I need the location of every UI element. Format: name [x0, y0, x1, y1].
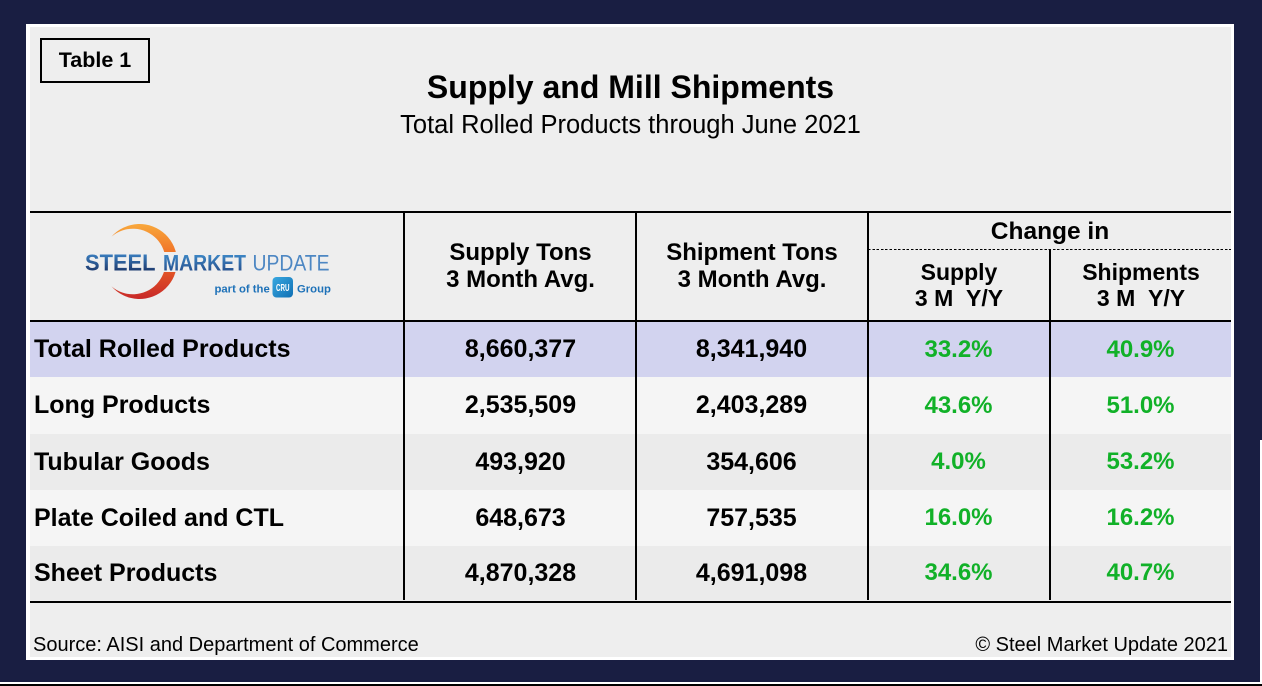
svg-text:CRU: CRU [276, 282, 290, 294]
svg-text:UPDATE: UPDATE [253, 251, 330, 276]
svg-text:part of the: part of the [215, 283, 270, 295]
svg-text:STEEL: STEEL [85, 250, 156, 276]
svg-text:MARKET: MARKET [163, 251, 246, 276]
svg-text:Group: Group [297, 283, 331, 295]
